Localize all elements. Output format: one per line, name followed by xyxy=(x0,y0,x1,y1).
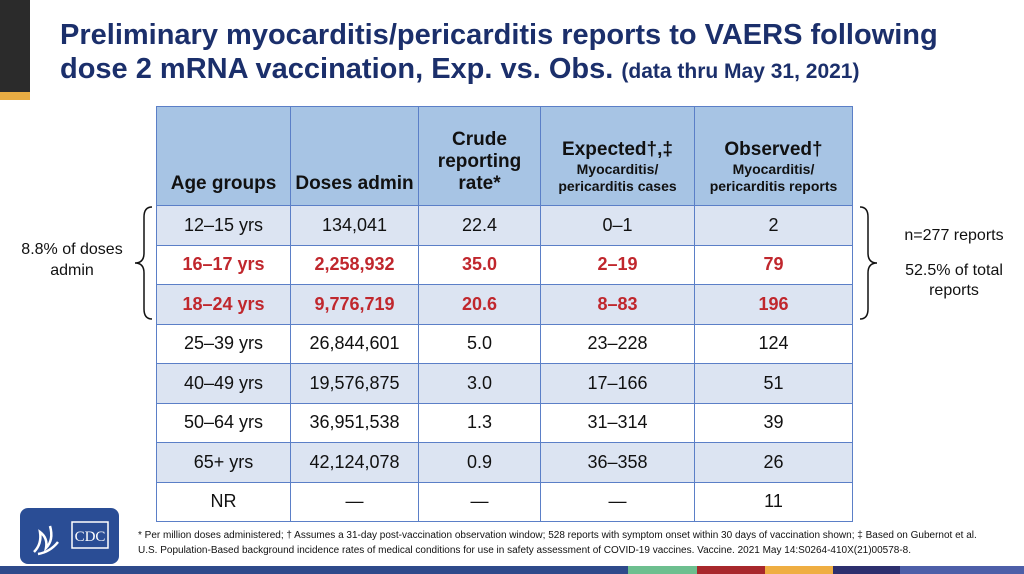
hhs-cdc-logo: CDC xyxy=(20,508,119,564)
table-cell: 79 xyxy=(694,244,853,285)
header-main: Age groups xyxy=(170,173,277,194)
table-cell: 2 xyxy=(694,205,853,246)
table-cell: 35.0 xyxy=(418,244,541,285)
table-row: 50–64 yrs 36,951,538 1.3 31–314 39 xyxy=(156,402,853,443)
table-cell: 19,576,875 xyxy=(290,363,419,404)
table-cell: 22.4 xyxy=(418,205,541,246)
table-row: 25–39 yrs 26,844,601 5.0 23–228 124 xyxy=(156,323,853,364)
table-cell: 36,951,538 xyxy=(290,402,419,443)
table-cell: 31–314 xyxy=(540,402,695,443)
table-row: 18–24 yrs 9,776,719 20.6 8–83 196 xyxy=(156,284,853,325)
table-row: 16–17 yrs 2,258,932 35.0 2–19 79 xyxy=(156,244,853,285)
table-row: 12–15 yrs 134,041 22.4 0–1 2 xyxy=(156,205,853,246)
column-header: Expected†,‡ Myocarditis/ pericarditis cas… xyxy=(540,106,695,206)
table-cell: 42,124,078 xyxy=(290,442,419,483)
header-sub: Myocarditis/ pericarditis cases xyxy=(558,161,677,194)
footer-bar-blue xyxy=(900,566,1024,574)
table-cell: 196 xyxy=(694,284,853,325)
table-cell: 26 xyxy=(694,442,853,483)
table-cell: 8–83 xyxy=(540,284,695,325)
data-table: Age groups Doses admin Crude reporting rat… xyxy=(156,106,853,522)
table-cell: 51 xyxy=(694,363,853,404)
table-cell: 17–166 xyxy=(540,363,695,404)
right-brace-icon xyxy=(859,206,878,320)
title-sub: (data thru May 31, 2021) xyxy=(621,60,860,83)
footer-bar-red xyxy=(697,566,765,574)
table-cell: 2,258,932 xyxy=(290,244,419,285)
decorative-accent xyxy=(0,92,30,100)
left-brace-icon xyxy=(134,206,153,320)
table-cell: 39 xyxy=(694,402,853,443)
table-row: NR — — —11 xyxy=(156,481,853,522)
decorative-sidebar xyxy=(0,0,30,92)
column-header: Observed† Myocarditis/ pericarditis repor… xyxy=(694,106,853,206)
header-main: Crude reporting rate* xyxy=(437,129,522,194)
table-cell: 134,041 xyxy=(290,205,419,246)
table-cell: 40–49 yrs xyxy=(156,363,291,404)
table-cell: 1.3 xyxy=(418,402,541,443)
footer-bar xyxy=(0,566,628,574)
table-cell: NR xyxy=(156,481,291,522)
table-cell: — xyxy=(540,481,695,522)
reports-count-note: n=277 reports xyxy=(904,227,1004,244)
table-row: 40–49 yrs 19,576,875 3.0 17–166 51 xyxy=(156,363,853,404)
table-cell: — xyxy=(290,481,419,522)
header-main: Expected†,‡ xyxy=(562,139,673,160)
header-sub: Myocarditis/ pericarditis reports xyxy=(709,161,838,194)
table-cell: 20.6 xyxy=(418,284,541,325)
column-header: Age groups xyxy=(156,106,291,206)
footer-bar-orange xyxy=(765,566,833,574)
table-cell: 2–19 xyxy=(540,244,695,285)
header-main: Observed† xyxy=(724,139,823,160)
table-cell: 5.0 xyxy=(418,323,541,364)
table-cell: 0.9 xyxy=(418,442,541,483)
table-cell: 65+ yrs xyxy=(156,442,291,483)
table-cell: 12–15 yrs xyxy=(156,205,291,246)
table-cell: 36–358 xyxy=(540,442,695,483)
table-cell: 124 xyxy=(694,323,853,364)
doses-share-note: 8.8% of doses admin xyxy=(21,241,123,279)
footer-bar-navy xyxy=(833,566,900,574)
reports-share-note: 52.5% of total reports xyxy=(905,262,1003,299)
logo-text: CDC xyxy=(75,529,106,545)
table-cell: 9,776,719 xyxy=(290,284,419,325)
table-cell: 11 xyxy=(694,481,853,522)
table-cell: 26,844,601 xyxy=(290,323,419,364)
table-cell: — xyxy=(418,481,541,522)
header-main: Doses admin xyxy=(295,173,414,194)
table-cell: 25–39 yrs xyxy=(156,323,291,364)
footer-bar-green xyxy=(628,566,697,574)
column-header: Doses admin xyxy=(290,106,419,206)
table-cell: 0–1 xyxy=(540,205,695,246)
footnote: * Per million doses administered; † Assu… xyxy=(138,530,977,556)
table-cell: 50–64 yrs xyxy=(156,402,291,443)
table-cell: 23–228 xyxy=(540,323,695,364)
table-cell: 18–24 yrs xyxy=(156,284,291,325)
slide-title: Preliminary myocarditis/pericarditis rep… xyxy=(60,18,1010,89)
table-row: 65+ yrs 42,124,078 0.9 36–358 26 xyxy=(156,442,853,483)
column-header: Crude reporting rate* xyxy=(418,106,541,206)
table-cell: 16–17 yrs xyxy=(156,244,291,285)
title-main: Preliminary myocarditis/pericarditis rep… xyxy=(60,19,938,85)
table-cell: 3.0 xyxy=(418,363,541,404)
